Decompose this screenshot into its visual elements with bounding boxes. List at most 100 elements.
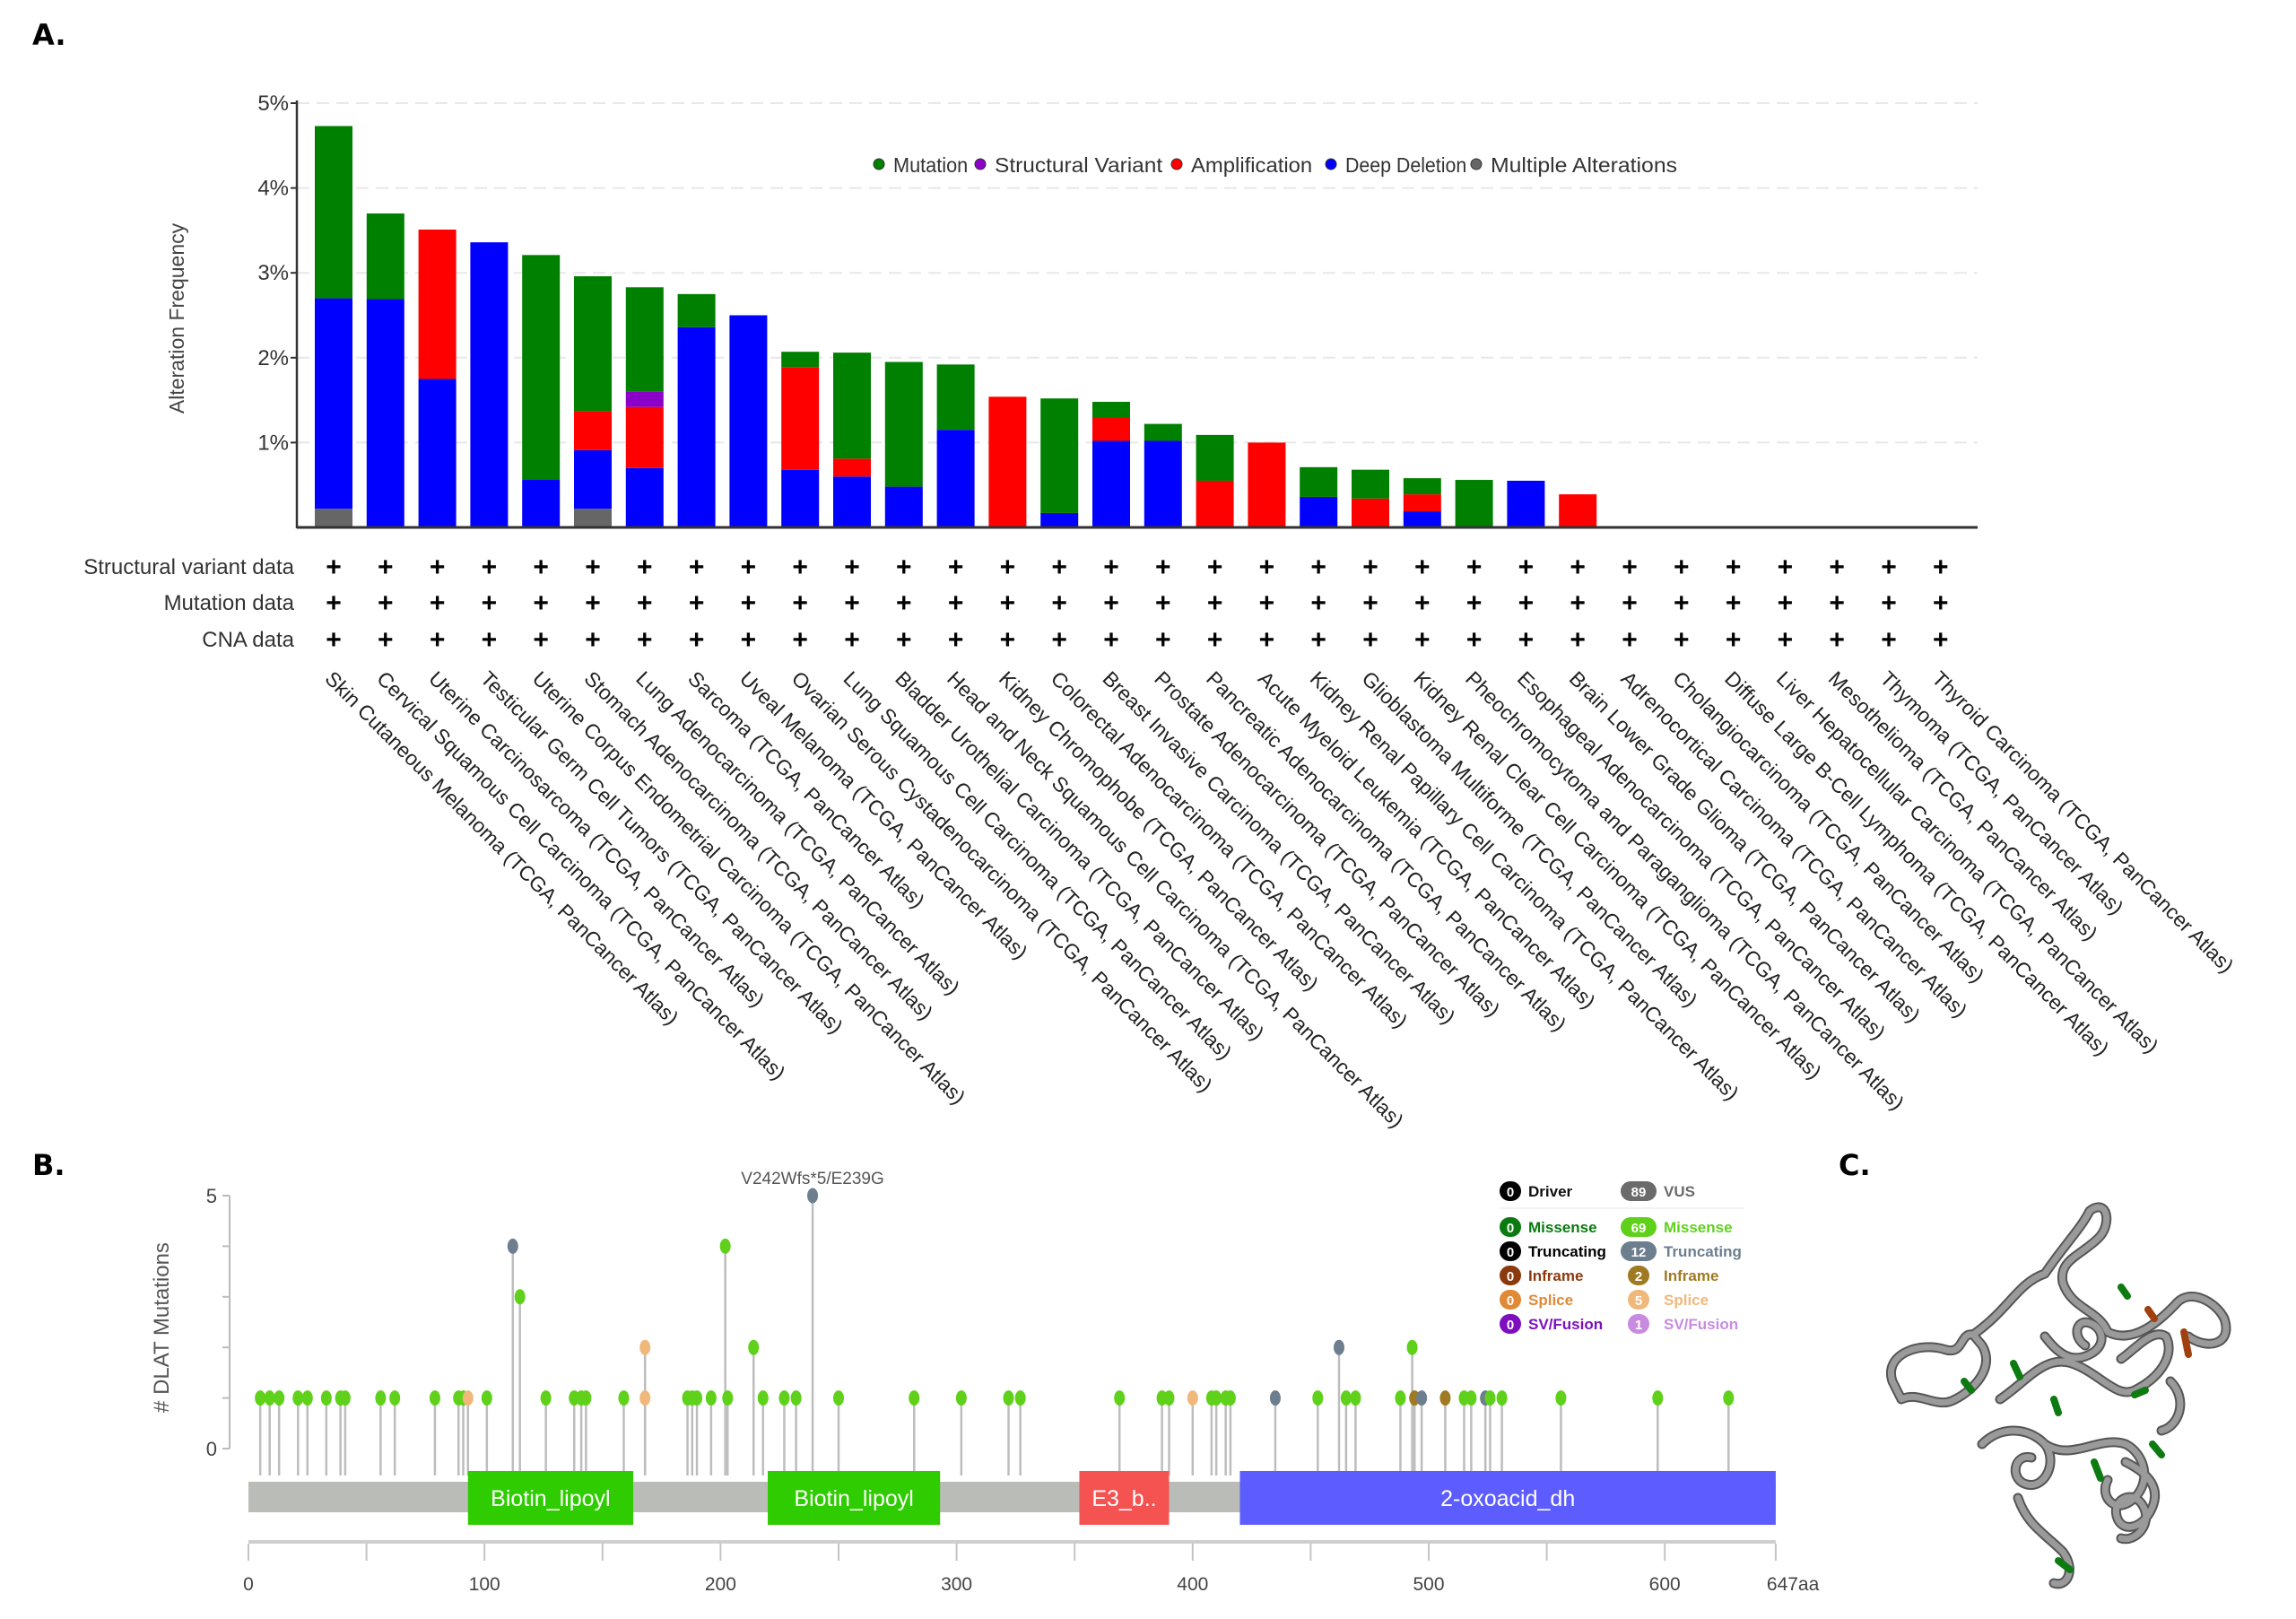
profile-plus-icon: + [844, 588, 860, 618]
lollipop-head-missense [264, 1390, 275, 1406]
bar-segment-mutation [625, 287, 664, 392]
profile-plus-icon: + [1726, 625, 1742, 655]
profile-plus-icon: + [378, 625, 394, 655]
bar-segment-amplification [625, 406, 664, 468]
bar-segment-amplification [781, 367, 820, 470]
profile-plus-icon: + [1570, 588, 1586, 618]
profile-plus-icon: + [1778, 553, 1794, 582]
lollipop-head-missense [1003, 1390, 1014, 1406]
profile-plus-icon: + [1466, 588, 1483, 618]
bar-segment-mutation [1040, 398, 1079, 513]
lollipop-head-missense [1312, 1390, 1324, 1406]
bar-segment-mutation [1300, 466, 1338, 497]
profile-plus-icon: + [792, 588, 808, 618]
profile-plus-icon: + [1829, 588, 1845, 618]
lollipop-head-missense [1014, 1390, 1026, 1406]
x-tick-label: 647aa [1767, 1574, 1820, 1595]
profile-plus-icon: + [1155, 588, 1171, 618]
domain-block [467, 1471, 634, 1525]
bar-segment-amplification [418, 229, 457, 379]
profile-plus-icon: + [741, 553, 757, 582]
bars [315, 126, 1597, 527]
y-axis: 05 [206, 1185, 230, 1460]
profile-plus-icon: + [1778, 625, 1794, 655]
profile-plus-icon: + [585, 588, 601, 618]
profile-plus-icon: + [896, 588, 912, 618]
driver-missense-count: 0 [1507, 1221, 1514, 1236]
bar-segment-amplification [1092, 417, 1130, 441]
driver-label: Driver [1528, 1183, 1573, 1200]
profile-plus-icon: + [1933, 625, 1949, 655]
driver-sv-fusion-label: SV/Fusion [1528, 1316, 1603, 1333]
profile-plus-icon: + [1881, 553, 1897, 582]
profile-plus-icon: + [1051, 625, 1067, 655]
profile-plus-icon: + [326, 588, 342, 618]
profile-plus-icon: + [948, 625, 964, 655]
profile-plus-icon: + [1933, 588, 1949, 618]
bar-segment-mutation [936, 364, 975, 431]
bar-segment-deep-deletion [625, 467, 664, 527]
driver-splice-label: Splice [1528, 1292, 1573, 1309]
profile-plus-icon: + [1466, 553, 1483, 582]
lollipop-head-missense [722, 1390, 734, 1406]
x-tick-label: 400 [1177, 1574, 1208, 1595]
profile-plus-icon: + [1310, 588, 1326, 618]
profile-plus-icon: + [1000, 625, 1016, 655]
bar-segment-deep-deletion [781, 469, 820, 527]
y-axis: 1% 2% 3% 4% 5% [257, 91, 1978, 529]
bar-segment-mutation [574, 275, 612, 412]
driver-sv-fusion-badge [1500, 1314, 1521, 1334]
lollipop-head-truncating [507, 1238, 518, 1254]
profile-plus-icon: + [896, 553, 912, 582]
bar-segment-mutation [781, 352, 820, 368]
profile-plus-icon: + [1051, 588, 1067, 618]
protein-structure-image [1885, 1202, 2231, 1589]
panel-a-label: A. [32, 18, 66, 52]
lollipop-head-missense [790, 1390, 802, 1406]
lollipop-head-missense [274, 1390, 285, 1406]
vus-missense-badge [1621, 1217, 1657, 1237]
profile-plus-icon: + [637, 553, 653, 582]
profile-plus-icon: + [637, 588, 653, 618]
profile-plus-icon: + [1414, 553, 1431, 582]
mutation-highlights [1961, 1284, 2165, 1573]
domain-block [768, 1471, 941, 1525]
lollipop-head-missense [375, 1390, 387, 1406]
legend-label: Structural Variant [995, 153, 1163, 177]
profile-plus-icon: + [430, 625, 446, 655]
profile-plus-icon: + [1829, 625, 1845, 655]
domain-label: 2-oxoacid_dh [1440, 1486, 1575, 1511]
y-tick-label: 3% [257, 261, 289, 285]
lollipop-head-truncating [1416, 1390, 1428, 1406]
profile-plus-icon: + [1622, 588, 1638, 618]
legend-label: Deep Deletion [1345, 153, 1466, 177]
bar-segment-mutation [884, 361, 923, 487]
bar-segment-amplification [1248, 442, 1286, 527]
bar-segment-structural-variant [625, 391, 664, 407]
bar-segment-mutation [315, 126, 352, 299]
y-tick-label: 4% [257, 177, 289, 201]
bar-segment-deep-deletion [833, 476, 871, 527]
lollipop-head-missense [1395, 1390, 1406, 1406]
inframe-highlight [2144, 1306, 2192, 1358]
profile-plus-icon: + [948, 588, 964, 618]
bar-segment-deep-deletion [729, 315, 768, 527]
domain-label: E3_b.. [1091, 1486, 1156, 1511]
x-tick-label: 100 [469, 1574, 500, 1595]
profile-plus-icon: + [1051, 553, 1067, 582]
bar-segment-deep-deletion [315, 298, 352, 509]
y-axis-label: Alteration Frequency [165, 222, 188, 413]
x-axis-line [248, 1540, 1776, 1544]
profile-plus-icon: + [1674, 553, 1690, 582]
lollipop-head-splice [462, 1390, 474, 1406]
profile-plus-icon: + [326, 553, 342, 582]
legend-label: Multiple Alterations [1491, 153, 1677, 177]
profile-plus-icon: + [585, 553, 601, 582]
lollipop-head-missense [1224, 1390, 1236, 1406]
y-tick-label: 0 [206, 1438, 217, 1460]
lollipop-plot: # DLAT Mutations 05 Biotin_lipoyl Biotin_… [150, 1170, 1820, 1595]
vus-inframe-label: Inframe [1664, 1267, 1718, 1284]
bar-segment-amplification [574, 411, 612, 450]
vus-missense-label: Missense [1664, 1219, 1733, 1236]
bar-segment-multiple-alterations [315, 509, 352, 527]
